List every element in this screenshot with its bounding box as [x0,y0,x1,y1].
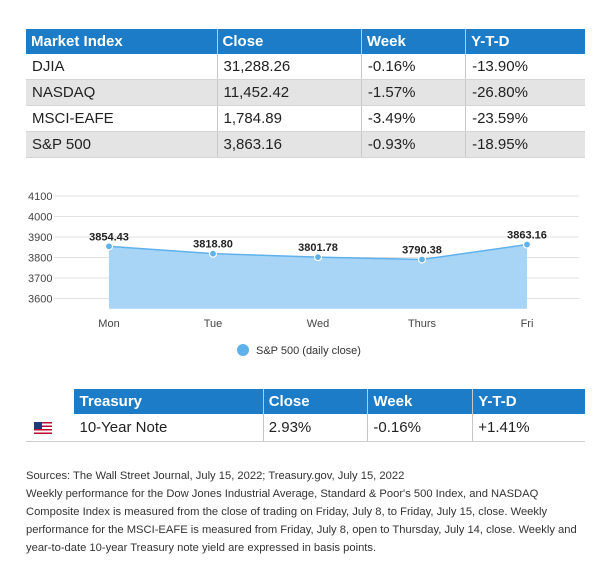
index-week: -3.49% [361,105,467,132]
index-ytd: -23.59% [465,105,585,132]
x-tick-label: Thurs [408,318,437,330]
footnotes: Sources: The Wall Street Journal, July 1… [26,467,596,557]
header-ytd: Y-T-D [465,29,585,54]
index-ytd: -18.95% [465,131,585,158]
data-point [522,240,532,249]
x-tick-label: Tue [204,318,223,330]
treasury-table-header: Treasury Close Week Y-T-D [26,389,585,414]
index-name: NASDAQ [26,79,218,106]
treasury-name: 10-Year Note [74,414,264,442]
x-tick-label: Mon [98,318,119,330]
sp500-weekly-chart: 4100 4000 3900 3800 3700 3600 3854.43 3818.80 38… [28,191,579,357]
y-tick-label: 4100 [28,191,52,203]
footnote-line: Weekly performance for the Dow Jones Ind… [26,488,539,500]
treasury-week: -0.16% [367,414,474,442]
legend-marker [237,344,249,356]
data-point [417,255,427,264]
index-close: 31,288.26 [217,54,362,80]
header-treasury: Treasury [74,389,264,414]
data-label: 3818.80 [193,239,233,251]
data-label: 3854.43 [89,231,129,243]
index-close: 3,863.16 [217,131,362,158]
table-row: MSCI-EAFE 1,784.89 -3.49% -23.59% [26,105,585,132]
header-close: Close [217,29,362,54]
index-close: 1,784.89 [217,105,362,132]
footnote-line: Composite Index is measured from the clo… [26,506,548,518]
data-point [208,249,218,258]
index-ytd: -26.80% [465,79,585,106]
treasury-ytd: +1.41% [472,414,585,442]
index-week: -1.57% [361,79,467,106]
market-table-header: Market Index Close Week Y-T-D [26,29,585,54]
treasury-close: 2.93% [263,414,369,442]
index-name: S&P 500 [26,131,218,158]
footnote-line: performance for the MSCI-EAFE is measure… [26,524,577,536]
legend-label: S&P 500 (daily close) [256,345,361,357]
x-tick-label: Wed [307,318,329,330]
us-flag-icon [34,422,52,435]
header-week: Week [367,389,474,414]
x-tick-label: Fri [521,318,534,330]
index-name: MSCI-EAFE [26,105,218,132]
header-close: Close [263,389,369,414]
footnote-line: year-to-date 10-year Treasury note yield… [26,542,377,554]
y-tick-label: 3600 [28,294,52,306]
y-tick-label: 3800 [28,253,52,265]
y-tick-label: 3900 [28,232,52,244]
index-ytd: -13.90% [465,54,585,80]
index-close: 11,452.42 [217,79,362,106]
data-label: 3790.38 [402,244,442,256]
index-name: DJIA [26,54,218,80]
table-row: S&P 500 3,863.16 -0.93% -18.95% [26,131,585,158]
table-row: DJIA 31,288.26 -0.16% -13.90% [26,54,585,80]
data-point [104,242,114,251]
header-ytd: Y-T-D [472,389,585,414]
y-tick-label: 4000 [28,212,52,224]
data-label: 3863.16 [507,230,547,242]
sources-line: Sources: The Wall Street Journal, July 1… [26,470,405,482]
index-week: -0.93% [361,131,467,158]
y-tick-label: 3700 [28,273,52,285]
data-label: 3801.78 [298,242,338,254]
market-index-table: Market Index Close Week Y-T-D DJIA 31,28… [26,29,585,158]
table-row: NASDAQ 11,452.42 -1.57% -26.80% [26,79,585,106]
index-week: -0.16% [361,54,467,80]
treasury-table: Treasury Close Week Y-T-D 10-Year Note 2… [26,389,585,442]
data-point [313,253,323,262]
flag-cell [26,414,75,442]
header-market-index: Market Index [26,29,218,54]
header-flag [26,389,75,414]
table-row: 10-Year Note 2.93% -0.16% +1.41% [26,414,585,442]
header-week: Week [361,29,467,54]
